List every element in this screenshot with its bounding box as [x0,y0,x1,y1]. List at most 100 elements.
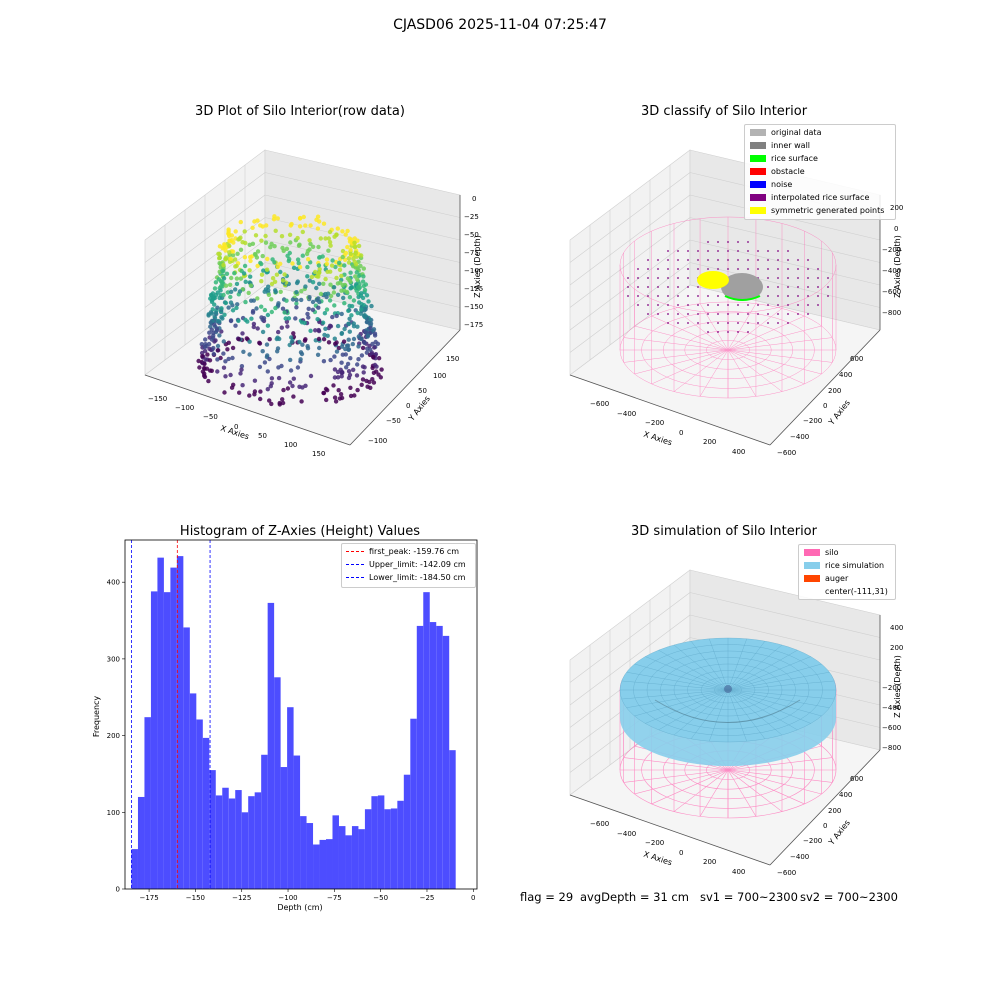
p1-xtick: 150 [312,450,326,458]
raw-point [364,319,370,325]
raw-point [355,285,360,290]
raw-point [363,330,368,335]
raw-point [228,372,233,378]
raw-point [342,272,347,277]
p2-xtick: −600 [590,400,610,408]
raw-point [228,300,234,305]
interp-point [627,286,629,288]
raw-point [347,307,352,313]
interp-point [727,268,729,270]
footer-flag: flag = 29 [520,890,574,904]
interp-point [737,241,739,243]
raw-point [333,264,338,270]
p1-ytick: −50 [386,417,401,425]
raw-point [217,261,222,266]
hist-bar [410,718,417,889]
hist-ytick: 300 [107,655,120,663]
legend-entry: interpolated rice surface [750,193,869,202]
raw-point [285,386,291,391]
hist-bar [222,787,229,889]
hist-xtick: −75 [327,894,342,902]
raw-point [273,260,278,265]
p1-ztick: −125 [464,285,484,293]
raw-point [240,287,246,292]
raw-point [339,374,344,379]
p4-ytick: −400 [790,853,810,861]
raw-point [334,340,339,345]
hist-bar [345,835,352,889]
hist-bar [131,849,138,889]
raw-point [337,260,342,265]
interp-point [777,286,779,288]
raw-point [222,390,227,395]
panel2-ylabel: Y Axies [827,398,852,427]
raw-point [364,314,369,319]
raw-point [306,315,311,320]
raw-point [293,316,298,321]
raw-point [220,274,226,280]
legend-swatch [750,207,766,214]
raw-point [285,253,290,258]
raw-point [209,320,214,326]
interp-point [697,313,699,315]
interp-point [677,259,679,261]
p4-ztick: 0 [894,664,899,672]
raw-point [330,258,335,263]
raw-point [308,328,313,333]
legend-entry: original data [750,128,821,137]
raw-point [297,242,302,247]
raw-point [357,336,362,341]
raw-point [303,383,308,388]
raw-point [257,340,262,345]
raw-point [349,243,354,248]
legend-swatch [804,549,820,556]
interp-point [817,286,819,288]
raw-point [223,248,228,253]
raw-point [288,240,293,245]
raw-point [239,364,245,369]
interp-point [757,304,759,306]
interp-point [777,322,779,324]
raw-point [265,353,270,358]
raw-point [269,297,274,302]
raw-point [372,345,377,350]
raw-point [284,273,289,279]
legend-swatch [750,168,766,175]
interp-point [807,313,809,315]
raw-point [282,281,288,286]
raw-point [241,273,247,279]
raw-point [209,368,214,373]
interp-point [737,331,739,333]
raw-point [259,261,264,267]
raw-point [297,216,303,221]
raw-point [353,264,358,269]
interp-point [717,304,719,306]
raw-point [219,295,225,300]
raw-point [252,219,257,224]
raw-point [300,253,305,258]
p2-ytick: 0 [823,402,828,410]
hist-bar [287,707,294,889]
interp-point [717,331,719,333]
p1-xtick: −150 [148,395,168,403]
hist-xlabel: Depth (cm) [277,903,323,912]
raw-point [283,280,289,285]
raw-point [244,336,249,341]
raw-point [217,255,222,260]
interp-point [667,268,669,270]
panel2-zlabel: Z Axies (Depth) [892,235,902,298]
raw-point [357,300,362,305]
hist-bar [144,717,151,889]
raw-point [287,256,292,262]
raw-point [227,250,232,255]
raw-point [328,282,333,287]
raw-point [346,308,351,313]
raw-point [367,320,372,326]
raw-point [337,267,343,272]
raw-point [211,295,217,300]
raw-point [299,399,304,404]
p4-ytick: 600 [850,775,864,783]
raw-point [351,298,357,303]
raw-point [276,375,282,381]
raw-point [324,397,329,403]
